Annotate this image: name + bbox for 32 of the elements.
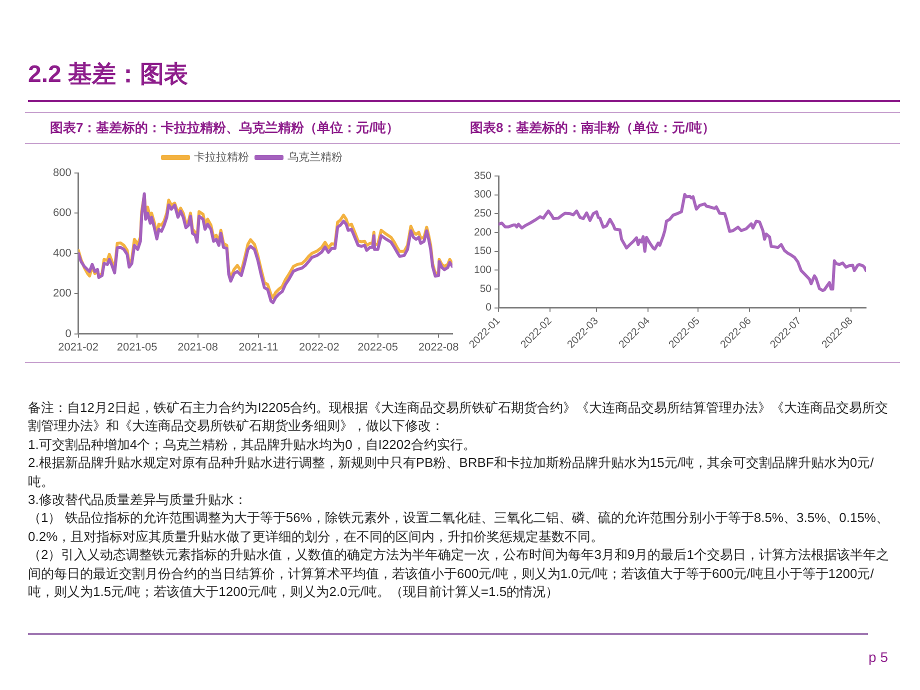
x-tick-label: 2021-02 (58, 341, 99, 354)
y-tick-label: 600 (52, 207, 72, 220)
y-tick-label: 350 (474, 170, 492, 182)
y-tick-label: 300 (474, 188, 492, 201)
x-tick-label: 2022-02 (298, 341, 340, 354)
x-tick-label: 2022-08 (418, 341, 459, 354)
legend-label: 乌克兰精粉 (288, 150, 342, 164)
y-tick-label: 800 (52, 167, 72, 180)
chart-title: 图表7：基差标的：卡拉拉精粉、乌克兰精粉（单位：元/吨） (50, 120, 399, 136)
y-tick-label: 400 (52, 247, 72, 260)
y-tick-label: 150 (474, 245, 492, 258)
y-tick-label: 0 (65, 328, 72, 340)
x-tick-label: 2021-11 (238, 341, 278, 354)
x-tick-label: 2022-05 (358, 341, 398, 354)
chart-title: 图表8：基差标的：南非粉（单位：元/吨） (470, 120, 715, 136)
text: 3.修改替代品质量差异与质量升贴水： (28, 492, 247, 508)
text: 2.2 基差：图表 (28, 60, 188, 90)
y-tick-label: 200 (474, 226, 492, 238)
text: 备注：自12月2日起，铁矿石主力合约为I2205合约。现根据《大连商品交易所铁矿石期货合约》《大连商品交易所结算管理办法》《大连商品交易所交割管理办法》和《大连商品交易所铁矿石期货业务细则》，做以下修改： (28, 400, 888, 434)
text: 1.可交割品种增加4个；乌克兰精粉，其品牌升贴水均为0，自I2202合约实行。 (28, 436, 476, 452)
x-tick-label: 2021-08 (178, 341, 218, 354)
text: （1） 铁品位指标的允许范围调整为大于等于56%，除铁元素外，设置二氧化硅、三氧化二铝、磷、硫的允许范围分别小于等于8.5%、3.5%、0.15%、0.2%，且对指标对应其质量升贴水做了更详细的划分，在不同的区间内，升扣价奖惩规定基数不同。 (28, 510, 889, 544)
text: 2.根据新品牌升贴水规定对原有品种升贴水进行调整，新规则中只有PB粉、BRBF和卡拉加斯粉品牌升贴水为15元/吨，其余可交割品牌升贴水为0元/吨。 (28, 455, 874, 489)
legend-label: 卡拉拉精粉 (194, 150, 249, 164)
y-tick-label: 50 (480, 282, 492, 295)
text: （2）引入乂动态调整铁元素指标的升贴水值，乂数值的确定方法为半年确定一次，公布时间为每年3月和9月的最后1个交易日，计算方法根据该半年之间的每日的最近交割月份合约的当日结算价，计算算术平均值，若该值小于600元/吨，则乂为1.0元/吨；若该值大于等于600元/吨且小于等于1200元/吨，则乂为1.5元/吨；若该值大于1200元/吨，则乂为2.0元/吨。（现目前计算乂=1.5的情况） (28, 547, 889, 600)
y-tick-label: 0 (486, 302, 492, 314)
y-tick-label: 200 (52, 288, 72, 300)
y-tick-label: 100 (474, 264, 492, 276)
text: p 5 (868, 649, 888, 665)
y-tick-label: 250 (474, 208, 492, 220)
x-tick-label: 2021-05 (116, 341, 158, 354)
